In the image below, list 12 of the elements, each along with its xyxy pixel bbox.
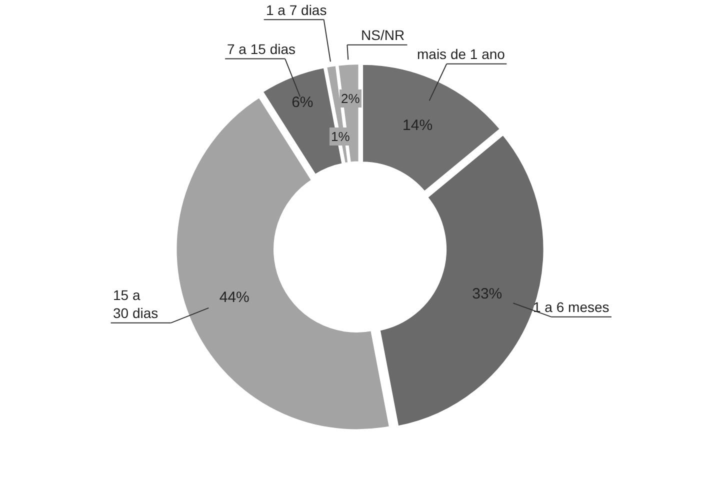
slice-label: NS/NR xyxy=(361,27,405,43)
slice-label: mais de 1 ano xyxy=(417,46,506,62)
data-label: 2% xyxy=(341,91,360,106)
data-label: 1% xyxy=(331,129,350,144)
data-label: 6% xyxy=(292,94,314,112)
slice-label: 1 a 7 dias xyxy=(266,2,327,18)
data-label: 44% xyxy=(219,289,250,306)
slice-label: 7 a 15 dias xyxy=(227,41,296,57)
slice-label: 1 a 6 meses xyxy=(533,299,610,315)
slice-label: 15 a 30 dias xyxy=(113,287,158,322)
data-label: 14% xyxy=(402,117,433,134)
data-label: 33% xyxy=(472,285,502,302)
